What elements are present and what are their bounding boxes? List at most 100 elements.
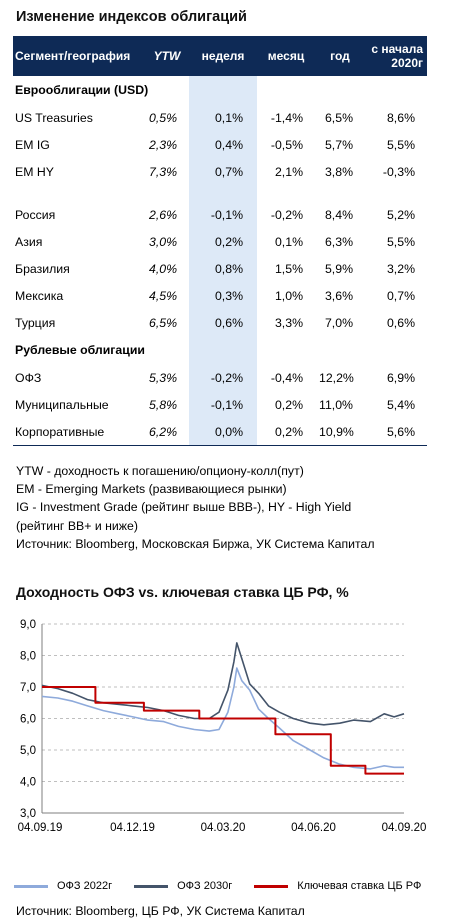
table-row: Азия 3,0% 0,2% 0,1% 6,3% 5,5% — [13, 228, 427, 255]
cell-ytd: 5,2% — [386, 207, 415, 222]
header-year: год — [315, 36, 365, 76]
cell-month: 3,3% — [274, 315, 303, 330]
row-segment-name: ОФЗ — [15, 370, 42, 385]
note-ig-hy: IG - Investment Grade (рейтинг выше BBB-… — [16, 500, 352, 515]
cell-ytd: 6,9% — [386, 370, 415, 385]
header-ytw: YTW — [145, 36, 189, 76]
cell-ytd: 0,7% — [386, 288, 415, 303]
cell-ytd: -0,3% — [382, 164, 415, 179]
cell-month: 0,1% — [274, 234, 303, 249]
week-highlight-cell — [189, 76, 257, 104]
cell-month: 0,2% — [257, 418, 315, 446]
row-segment-name: Муниципальные — [15, 397, 109, 412]
cell-week: 0,7% — [189, 158, 257, 185]
cell-ytw: 7,3% — [149, 164, 178, 179]
cell-month: 2,1% — [274, 164, 303, 179]
table-header-row: Сегмент/география YTW неделя месяц год с… — [13, 36, 427, 76]
cell-year: 3,6% — [324, 288, 353, 303]
cell-ytw: 5,8% — [149, 397, 178, 412]
note-ytw: YTW - доходность к погашению/опциону-кол… — [16, 464, 304, 478]
cell-month: -0,5% — [270, 137, 303, 152]
cell-ytw: 0,5% — [149, 110, 178, 125]
header-month: месяц — [257, 36, 315, 76]
cell-year: 5,9% — [324, 261, 353, 276]
bond-index-table: Сегмент/география YTW неделя месяц год с… — [13, 36, 427, 446]
cell-month: -0,2% — [270, 207, 303, 222]
cell-week: 0,3% — [189, 282, 257, 309]
cell-year: 6,5% — [324, 110, 353, 125]
cell-ytd: 5,5% — [386, 137, 415, 152]
cell-ytd: 5,4% — [386, 397, 415, 412]
cell-month: -1,4% — [270, 110, 303, 125]
legend-label-ofz-2030: ОФЗ 2030г — [177, 880, 233, 892]
cell-year: 10,9% — [315, 418, 365, 446]
note-hy-rating: (рейтинг BB+ и ниже) — [16, 518, 138, 533]
table-row: Муниципальные 5,8% -0,1% 0,2% 11,0% 5,4% — [13, 391, 427, 418]
row-segment-name: Азия — [15, 234, 43, 249]
cell-year: 6,3% — [324, 234, 353, 249]
table-row: Корпоративные 6,2% 0,0% 0,2% 10,9% 5,6% — [13, 418, 427, 446]
cell-ytw: 4,0% — [149, 261, 178, 276]
series-line-key-rate — [42, 686, 404, 775]
cell-month: 1,5% — [274, 261, 303, 276]
empty-cell — [315, 336, 365, 364]
y-tick-label: 6,0 — [20, 714, 36, 726]
y-tick-label: 3,0 — [20, 808, 36, 820]
row-segment-name: Бразилия — [15, 261, 70, 276]
legend-label-ofz-2022: ОФЗ 2022г — [57, 880, 113, 892]
cell-month: 0,2% — [274, 397, 303, 412]
cell-week: 0,2% — [189, 228, 257, 255]
week-highlight-cell — [189, 185, 257, 201]
legend-item-key-rate: Ключевая ставка ЦБ РФ — [254, 880, 421, 892]
cell-week: -0,2% — [189, 364, 257, 391]
cell-ytw: 6,2% — [145, 418, 189, 446]
cell-year: 3,8% — [324, 164, 353, 179]
cell-ytw: 6,5% — [149, 315, 178, 330]
cell-ytw: 3,0% — [149, 234, 178, 249]
section-header-row: Рублевые облигации — [13, 336, 427, 364]
legend-label-key-rate: Ключевая ставка ЦБ РФ — [297, 880, 422, 892]
cell-year: 11,0% — [319, 397, 353, 412]
header-segment: Сегмент/география — [13, 36, 145, 76]
cell-ytd: 5,5% — [386, 234, 415, 249]
table-row: Турция 6,5% 0,6% 3,3% 7,0% 0,6% — [13, 309, 427, 336]
cell-ytd: 8,6% — [386, 110, 415, 125]
row-segment-name: Россия — [15, 207, 56, 222]
series-line-ofz-2022 — [41, 667, 404, 770]
table-row: Россия 2,6% -0,1% -0,2% 8,4% 5,2% — [13, 201, 427, 228]
header-ytd: с начала 2020г — [365, 36, 427, 76]
y-tick-label: 8,0 — [20, 651, 36, 663]
empty-cell — [257, 336, 315, 364]
cell-ytw: 4,5% — [149, 288, 178, 303]
y-tick-label: 4,0 — [20, 777, 36, 789]
empty-cell — [365, 185, 427, 201]
legend-item-ofz-2030: ОФЗ 2030г — [134, 880, 232, 892]
cell-week: 0,4% — [189, 131, 257, 158]
cell-ytd: 0,6% — [386, 315, 415, 330]
cell-week: 0,6% — [189, 309, 257, 336]
cell-month: 1,0% — [274, 288, 303, 303]
spacer-row — [13, 185, 427, 201]
table-row: EM HY 7,3% 0,7% 2,1% 3,8% -0,3% — [13, 158, 427, 185]
legend-item-ofz-2022: ОФЗ 2022г — [14, 880, 112, 892]
x-tick-label: 04.09.20 — [382, 822, 427, 834]
row-segment-name: EM HY — [15, 164, 54, 179]
x-tick-label: 04.06.20 — [291, 822, 336, 834]
cell-week: 0,8% — [189, 255, 257, 282]
legend-swatch-ofz-2022 — [14, 884, 48, 888]
cell-year: 7,0% — [324, 315, 353, 330]
cell-week: 0,1% — [189, 104, 257, 131]
yield-chart: 3,0 4,0 5,0 6,0 7,0 8,0 9,0 04.09.19 04.12.19 04.… — [18, 619, 427, 834]
y-tick-label: 7,0 — [20, 682, 36, 694]
table-row: Мексика 4,5% 0,3% 1,0% 3,6% 0,7% — [13, 282, 427, 309]
cell-ytw: 2,6% — [149, 207, 178, 222]
cell-ytd: 5,6% — [365, 418, 427, 446]
legend-swatch-key-rate — [254, 884, 289, 888]
cell-year: 12,2% — [319, 370, 354, 385]
cell-ytd: 3,2% — [386, 261, 415, 276]
table-title: Изменение индексов облигаций — [16, 9, 247, 25]
header-week: неделя — [189, 36, 257, 76]
table-row: US Treasuries 0,5% 0,1% -1,4% 6,5% 8,6% — [13, 104, 427, 131]
table-row: Бразилия 4,0% 0,8% 1,5% 5,9% 3,2% — [13, 255, 427, 282]
y-tick-label: 5,0 — [20, 745, 36, 757]
